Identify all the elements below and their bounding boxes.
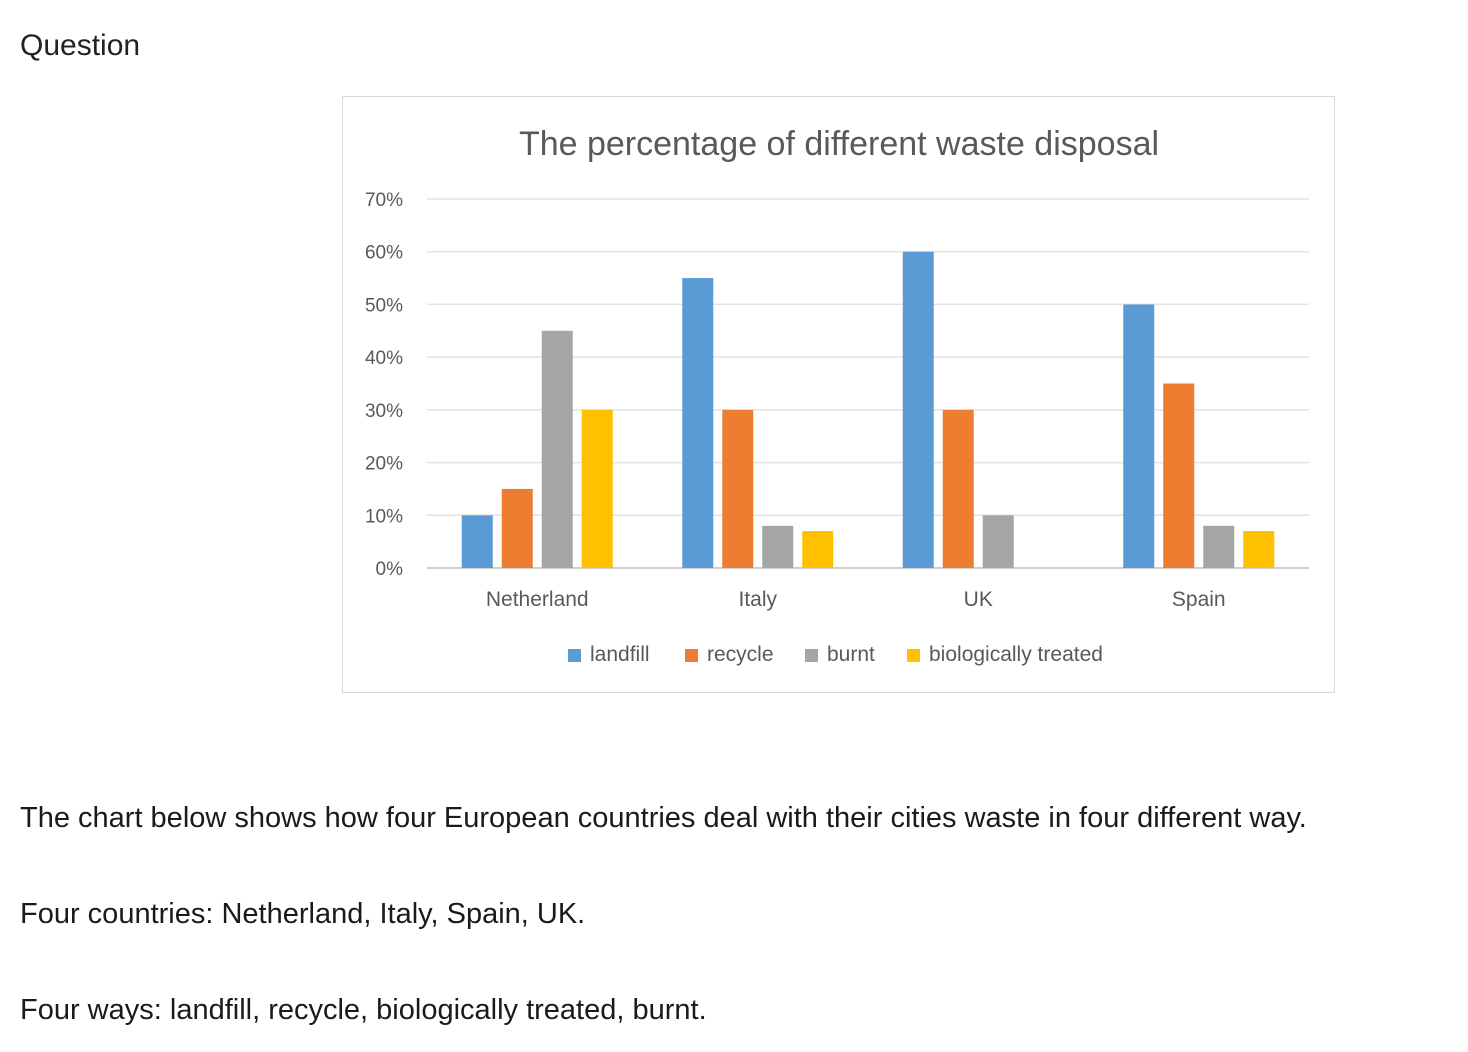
y-tick-label: 40%	[365, 348, 403, 369]
legend-item: biologically treated	[907, 643, 1103, 666]
bar-burnt-italy	[762, 525, 794, 568]
bar-landfill-italy	[682, 278, 714, 568]
legend-label: biologically treated	[929, 643, 1103, 666]
x-tick-label: Netherland	[486, 588, 589, 611]
question-heading: Question	[20, 29, 141, 62]
legend-label: landfill	[590, 643, 650, 666]
chart-title: The percentage of different waste dispos…	[519, 125, 1159, 163]
chart-container: The percentage of different waste dispos…	[342, 96, 1335, 693]
x-tick-label: Italy	[738, 588, 777, 611]
legend-swatch	[685, 649, 698, 662]
bar-burnt-uk	[982, 515, 1014, 568]
chart-description: The chart below shows how four European …	[20, 802, 1307, 834]
bars	[461, 251, 1275, 568]
y-tick-label: 50%	[365, 295, 403, 316]
legend-label: burnt	[827, 643, 875, 666]
bar-chart: The percentage of different waste dispos…	[365, 125, 1309, 666]
gridlines	[427, 198, 1309, 569]
bar-recycle-uk	[942, 409, 974, 568]
legend-swatch	[805, 649, 818, 662]
countries-line: Four countries: Netherland, Italy, Spain…	[20, 898, 586, 930]
x-tick-label: Spain	[1172, 588, 1226, 611]
y-tick-label: 70%	[365, 190, 403, 211]
bar-recycle-spain	[1163, 383, 1195, 568]
legend-swatch	[568, 649, 581, 662]
bar-burnt-netherland	[541, 330, 573, 568]
legend-swatch	[907, 649, 920, 662]
bar-recycle-italy	[722, 409, 754, 568]
legend-item: recycle	[685, 643, 774, 666]
x-axis-tick-labels: Netherland Italy UK Spain	[486, 588, 1226, 611]
bar-landfill-uk	[902, 251, 934, 568]
bar-landfill-netherland	[461, 515, 493, 568]
bar-biologically-treated-spain	[1243, 531, 1275, 568]
y-tick-label: 60%	[365, 243, 403, 264]
legend-item: landfill	[568, 643, 650, 666]
y-tick-label: 30%	[365, 401, 403, 422]
bar-biologically-treated-italy	[802, 531, 834, 568]
ways-line: Four ways: landfill, recycle, biological…	[20, 994, 707, 1026]
bar-landfill-spain	[1123, 304, 1155, 568]
y-tick-label: 20%	[365, 454, 403, 475]
y-axis-tick-labels: 0% 10% 20% 30% 40% 50% 60% 70%	[365, 190, 403, 580]
bar-burnt-spain	[1203, 525, 1235, 568]
y-tick-label: 10%	[365, 506, 403, 527]
legend: landfill recycle burnt biologically treated	[568, 643, 1103, 666]
legend-label: recycle	[707, 643, 774, 666]
bar-recycle-netherland	[501, 488, 533, 568]
bar-biologically-treated-netherland	[581, 409, 613, 568]
x-tick-label: UK	[964, 588, 993, 611]
y-tick-label: 0%	[376, 559, 404, 580]
legend-item: burnt	[805, 643, 875, 666]
